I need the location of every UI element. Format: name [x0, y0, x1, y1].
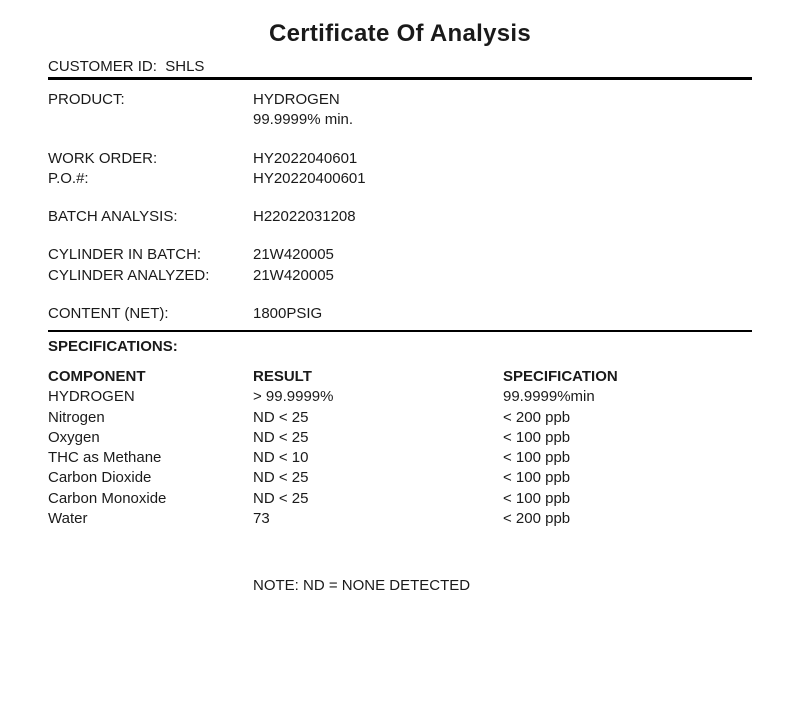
cell-component: THC as Methane	[48, 448, 253, 468]
cyl-analyzed-label: CYLINDER ANALYZED:	[48, 266, 253, 286]
specifications-table: COMPONENT RESULT SPECIFICATION HYDROGEN …	[48, 367, 752, 529]
info-row-po: P.O.#: HY20220400601	[48, 169, 752, 189]
certificate-page: Certificate Of Analysis CUSTOMER ID: SHL…	[0, 0, 800, 594]
product-label: PRODUCT:	[48, 90, 253, 110]
cyl-analyzed-value: 21W420005	[253, 266, 752, 286]
gap	[48, 189, 752, 207]
info-block: PRODUCT: HYDROGEN 99.9999% min. WORK ORD…	[48, 90, 752, 324]
table-row: THC as Methane ND < 10 < 100 ppb	[48, 448, 752, 468]
cell-result: 73	[253, 509, 503, 529]
po-label: P.O.#:	[48, 169, 253, 189]
info-row-content-net: CONTENT (NET): 1800PSIG	[48, 304, 752, 324]
content-net-label: CONTENT (NET):	[48, 304, 253, 324]
batch-value: H22022031208	[253, 207, 752, 227]
cyl-in-batch-value: 21W420005	[253, 245, 752, 265]
info-row-workorder: WORK ORDER: HY2022040601	[48, 149, 752, 169]
spec-header-row: COMPONENT RESULT SPECIFICATION	[48, 367, 752, 387]
cell-spec: < 100 ppb	[503, 448, 752, 468]
table-row: Oxygen ND < 25 < 100 ppb	[48, 428, 752, 448]
cell-spec: 99.9999%min	[503, 387, 752, 407]
cell-result: > 99.9999%	[253, 387, 503, 407]
product-value-1: HYDROGEN	[253, 90, 752, 110]
info-row-cyl-analyzed: CYLINDER ANALYZED: 21W420005	[48, 266, 752, 286]
workorder-label: WORK ORDER:	[48, 149, 253, 169]
gap	[48, 286, 752, 304]
footnote: NOTE: ND = NONE DETECTED	[48, 577, 752, 594]
cell-spec: < 100 ppb	[503, 489, 752, 509]
divider-top	[48, 77, 752, 80]
cell-spec: < 100 ppb	[503, 468, 752, 488]
gap	[48, 131, 752, 149]
divider-mid	[48, 330, 752, 332]
table-row: HYDROGEN > 99.9999% 99.9999%min	[48, 387, 752, 407]
table-row: Carbon Dioxide ND < 25 < 100 ppb	[48, 468, 752, 488]
table-row: Carbon Monoxide ND < 25 < 100 ppb	[48, 489, 752, 509]
col-header-spec: SPECIFICATION	[503, 367, 752, 387]
product-value-2: 99.9999% min.	[253, 110, 752, 130]
po-value: HY20220400601	[253, 169, 752, 189]
info-row-product: PRODUCT: HYDROGEN	[48, 90, 752, 110]
cell-component: HYDROGEN	[48, 387, 253, 407]
product-label-blank	[48, 110, 253, 130]
cell-result: ND < 25	[253, 428, 503, 448]
cell-component: Oxygen	[48, 428, 253, 448]
col-header-result: RESULT	[253, 367, 503, 387]
col-header-component: COMPONENT	[48, 367, 253, 387]
cell-spec: < 200 ppb	[503, 408, 752, 428]
workorder-value: HY2022040601	[253, 149, 752, 169]
info-row-cyl-in-batch: CYLINDER IN BATCH: 21W420005	[48, 245, 752, 265]
cell-spec: < 200 ppb	[503, 509, 752, 529]
table-row: Water 73 < 200 ppb	[48, 509, 752, 529]
cell-result: ND < 25	[253, 408, 503, 428]
batch-label: BATCH ANALYSIS:	[48, 207, 253, 227]
specifications-heading: SPECIFICATIONS:	[48, 338, 752, 355]
page-title: Certificate Of Analysis	[48, 20, 752, 48]
cyl-in-batch-label: CYLINDER IN BATCH:	[48, 245, 253, 265]
cell-result: ND < 10	[253, 448, 503, 468]
gap	[48, 227, 752, 245]
cell-component: Water	[48, 509, 253, 529]
cell-component: Nitrogen	[48, 408, 253, 428]
info-row-batch: BATCH ANALYSIS: H22022031208	[48, 207, 752, 227]
info-row-product-2: 99.9999% min.	[48, 110, 752, 130]
customer-id-value: SHLS	[165, 58, 204, 75]
cell-component: Carbon Dioxide	[48, 468, 253, 488]
content-net-value: 1800PSIG	[253, 304, 752, 324]
cell-result: ND < 25	[253, 468, 503, 488]
cell-spec: < 100 ppb	[503, 428, 752, 448]
customer-id-label: CUSTOMER ID:	[48, 58, 157, 75]
cell-result: ND < 25	[253, 489, 503, 509]
table-row: Nitrogen ND < 25 < 200 ppb	[48, 408, 752, 428]
customer-id-line: CUSTOMER ID: SHLS	[48, 58, 752, 75]
cell-component: Carbon Monoxide	[48, 489, 253, 509]
